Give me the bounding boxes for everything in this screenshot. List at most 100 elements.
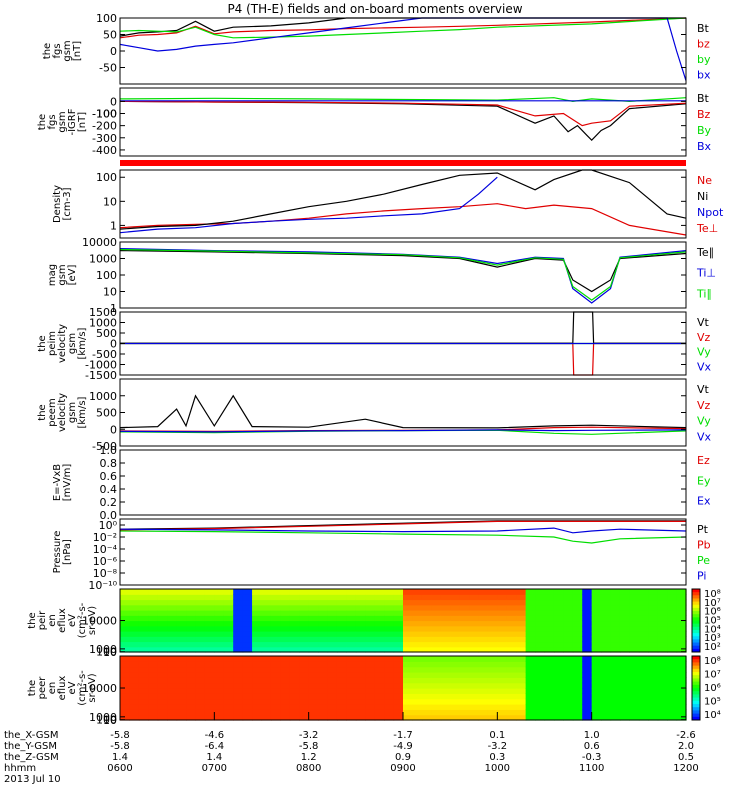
spectrogram-cell (393, 709, 404, 716)
spectrogram-cell (214, 661, 225, 668)
spectrogram-cell (270, 698, 281, 705)
spectrogram-cell (544, 631, 555, 637)
spectrogram-cell (535, 677, 546, 684)
spectrogram-cell (223, 631, 234, 637)
spectrogram-cell (619, 604, 630, 611)
spectrogram-cell (459, 615, 470, 622)
spectrogram-cell (327, 672, 338, 678)
spectrogram-cell (440, 615, 451, 622)
spectrogram-cell (506, 666, 517, 673)
spectrogram-cell (450, 604, 461, 611)
spectrogram-cell (667, 589, 678, 595)
spectrogram-cell (167, 704, 178, 710)
spectrogram-cell (610, 594, 621, 601)
spectrogram-cell (270, 604, 281, 611)
spectrogram-cell (591, 589, 602, 595)
spectrogram-cell (667, 709, 678, 716)
y-tick-label: 1500 (89, 306, 117, 319)
spectrogram-cell (667, 698, 678, 705)
spectrogram-cell (667, 682, 678, 689)
spectrogram-cell (346, 688, 357, 694)
spectrogram-cell (487, 589, 498, 595)
spectrogram-cell (365, 656, 376, 662)
spectrogram-cell (176, 682, 187, 689)
spectrogram-cell (619, 615, 630, 622)
spectrogram-cell (412, 641, 423, 648)
spectrogram-cell (195, 631, 206, 637)
y-axis-label: peim (47, 331, 58, 356)
spectrogram-cell (638, 610, 649, 616)
spectrogram-cell (214, 656, 225, 662)
spectrogram-cell (525, 698, 536, 705)
spectrogram-cell (176, 656, 187, 662)
spectrogram-cell (233, 704, 244, 710)
y-axis-label: [nPa] (62, 539, 73, 565)
spectrogram-cell (214, 599, 225, 606)
spectrogram-cell (582, 666, 593, 673)
spectrogram-cell (572, 636, 583, 643)
spectrogram-cell (478, 604, 489, 611)
colorbar-swatch (692, 617, 700, 621)
spectrogram-cell (459, 672, 470, 678)
colorbar-swatch (692, 626, 700, 631)
spectrogram-cell (553, 599, 564, 606)
spectrogram-cell (176, 709, 187, 716)
spectrogram-cell (676, 714, 687, 721)
spectrogram-cell (610, 682, 621, 689)
legend-vz: Vz (697, 331, 711, 344)
spectrogram-cell (563, 615, 574, 622)
spectrogram-cell (336, 693, 347, 700)
spectrogram-cell (120, 599, 131, 606)
spectrogram-cell (148, 604, 159, 611)
spectrogram-cell (129, 625, 140, 632)
spectrogram-cell (629, 693, 640, 700)
spectrogram-cell (336, 625, 347, 632)
spectrogram-cell (610, 698, 621, 705)
spectrogram-cell (544, 666, 555, 673)
colorbar-swatch (692, 672, 700, 676)
spectrogram-cell (487, 688, 498, 694)
spectrogram-cell (204, 666, 215, 673)
colorbar-label: 10⁶ (704, 607, 721, 618)
spectrogram-cell (261, 672, 272, 678)
spectrogram-cell (214, 636, 225, 643)
spectrogram-cell (195, 641, 206, 648)
spectrogram-cell (242, 714, 253, 721)
spectrogram-cell (346, 677, 357, 684)
spectrogram-cell (450, 693, 461, 700)
spectrogram-cell (195, 589, 206, 595)
spectrogram-cell (384, 656, 395, 662)
spectrogram-cell (478, 714, 489, 721)
y-axis-label: peir (37, 610, 48, 630)
spectrogram-cell (280, 589, 291, 595)
spectrogram-cell (591, 688, 602, 694)
axis-row-label: hhmm (4, 763, 36, 774)
spectrogram-cell (365, 599, 376, 606)
y-axis-label: eV (67, 681, 78, 694)
spectrogram-cell (478, 636, 489, 643)
spectrogram-cell (270, 666, 281, 673)
spectrogram-cell (393, 666, 404, 673)
spectrogram-cell (450, 661, 461, 668)
spectrogram-cell (563, 704, 574, 710)
spectrogram-cell (138, 693, 149, 700)
axis-row-label: the_X-GSM (4, 730, 58, 741)
spectrogram-cell (553, 704, 564, 710)
colorbar-swatch (692, 595, 700, 599)
spectrogram-cell (412, 672, 423, 678)
spectrogram-cell (129, 688, 140, 694)
spectrogram-cell (223, 610, 234, 616)
spectrogram-cell (497, 599, 508, 606)
spectrogram-cell (138, 620, 149, 627)
spectrogram-cell (318, 714, 329, 721)
colorbar-swatch (692, 648, 700, 653)
spectrogram-cell (148, 615, 159, 622)
spectrogram-cell (252, 698, 263, 705)
spectrogram-cell (289, 682, 300, 689)
spectrogram-cell (487, 698, 498, 705)
spectrogram-cell (450, 636, 461, 643)
y-axis-label: [mV/m] (62, 464, 73, 502)
spectrogram-cell (403, 599, 414, 606)
spectrogram-cell (195, 693, 206, 700)
spectrogram-cell (629, 688, 640, 694)
